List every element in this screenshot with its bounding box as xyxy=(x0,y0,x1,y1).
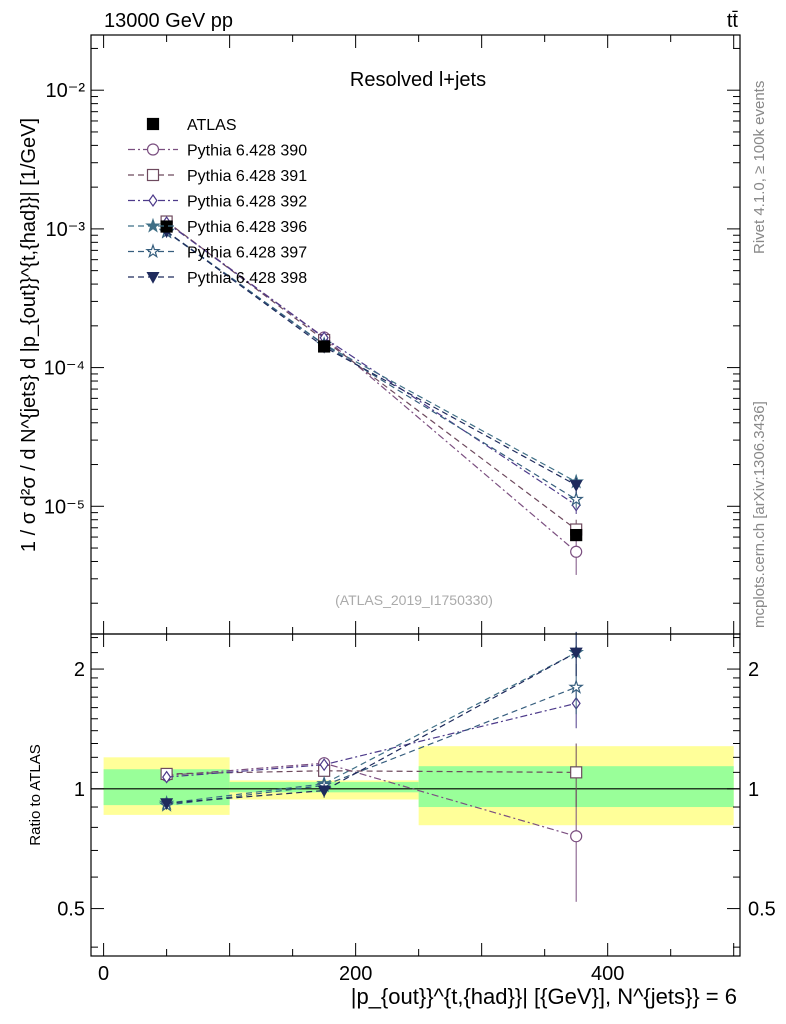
data-point xyxy=(570,545,583,558)
ratio-series xyxy=(160,631,583,810)
ratio-series-line xyxy=(166,762,577,837)
ratio-series-line xyxy=(166,770,577,775)
main-y-axis-label: 1 / σ d²σ / d N^{jets} d |p_{out}}^{t,{h… xyxy=(18,118,40,552)
ratio-y-tick-label: 2 xyxy=(74,659,85,681)
legend-entry: Pythia 6.428 396 xyxy=(128,217,307,236)
legend-label: Pythia 6.428 397 xyxy=(187,245,307,262)
legend-label: ATLAS xyxy=(187,117,237,134)
legend-entry: Pythia 6.428 397 xyxy=(128,243,307,262)
ratio-point xyxy=(569,647,583,660)
main-y-tick-label: 10⁻² xyxy=(46,80,86,102)
ratio-point xyxy=(570,766,583,779)
atlas-data-point xyxy=(318,340,331,353)
legend-marker xyxy=(148,193,158,208)
main-plot-panel: 10⁻⁵ 10⁻⁴ 10⁻³ 10⁻² Resolved l+jets (ATLAS_… xyxy=(44,34,741,635)
ratio-point xyxy=(160,798,174,810)
legend-marker xyxy=(146,168,160,182)
energy-label: 13000 GeV pp xyxy=(104,10,233,32)
x-tick-label: 0 xyxy=(98,963,109,985)
main-y-tick-label: 10⁻⁴ xyxy=(44,358,85,380)
ratio-series-line xyxy=(166,652,577,804)
ratio-plot-panel: 0.5 0.5 1 1 2 2 0 200 400 xyxy=(57,631,776,985)
ratio-point xyxy=(570,830,583,843)
mc-series xyxy=(158,223,584,509)
series-line xyxy=(166,222,577,506)
atlas-data-series xyxy=(160,220,583,542)
ratio-y-tick-label-right: 0.5 xyxy=(748,899,776,921)
x-tick-label: 200 xyxy=(339,963,372,985)
legend-label: Pythia 6.428 391 xyxy=(187,168,307,185)
legend-marker xyxy=(145,243,161,259)
legend-marker xyxy=(145,217,161,233)
ratio-y-axis-label: Ratio to ATLAS xyxy=(27,744,44,845)
ratio-y-tick-label: 1 xyxy=(74,779,85,801)
data-point xyxy=(569,480,583,492)
legend-entry: Pythia 6.428 392 xyxy=(128,194,307,211)
chart-title: Resolved l+jets xyxy=(350,69,486,91)
series-line xyxy=(166,230,577,483)
ratio-series-line xyxy=(166,652,577,804)
legend-entry: Pythia 6.428 390 xyxy=(128,143,307,160)
legend-entry-atlas: ATLAS xyxy=(146,117,237,134)
main-y-tick-label: 10⁻⁵ xyxy=(44,496,85,518)
legend-label: Pythia 6.428 392 xyxy=(187,194,307,211)
ratio-y-tick-label: 0.5 xyxy=(57,899,85,921)
ratio-point xyxy=(317,785,331,798)
mc-series xyxy=(160,226,583,494)
ratio-point xyxy=(162,770,172,784)
legend: ATLAS Pythia 6.428 390 Pythia 6.428 391 Pyt… xyxy=(128,117,307,287)
legend-label: Pythia 6.428 390 xyxy=(187,143,307,160)
main-y-tick-label: 10⁻³ xyxy=(46,219,86,241)
mc-series xyxy=(162,216,581,514)
legend-label: Pythia 6.428 396 xyxy=(187,219,307,236)
ratio-series-line xyxy=(166,702,577,778)
x-tick-label: 400 xyxy=(591,963,624,985)
ratio-plot-frame xyxy=(90,633,741,957)
legend-label: Pythia 6.428 398 xyxy=(187,270,307,287)
legend-marker xyxy=(146,143,160,156)
data-point xyxy=(568,491,584,507)
atlas-data-point xyxy=(570,528,583,542)
legend-marker xyxy=(146,272,160,284)
process-label: tt̄ xyxy=(727,10,739,32)
legend-entry: Pythia 6.428 398 xyxy=(128,270,307,287)
ratio-y-tick-label-right: 2 xyxy=(748,659,759,681)
ratio-point xyxy=(319,758,329,772)
analysis-watermark: (ATLAS_2019_I1750330) xyxy=(335,592,493,608)
x-axis-label: |p_{out}}^{t,{had}}| [{GeV}], N^{jets}} … xyxy=(351,984,737,1009)
ratio-point xyxy=(568,679,584,694)
mcplots-label: mcplots.cern.ch [arXiv:1306.3436] xyxy=(751,401,768,628)
rivet-label: Rivet 4.1.0, ≥ 100k events xyxy=(751,81,768,254)
ratio-y-tick-label-right: 1 xyxy=(748,779,759,801)
legend-entry: Pythia 6.428 391 xyxy=(128,168,307,185)
legend-marker xyxy=(146,117,160,131)
